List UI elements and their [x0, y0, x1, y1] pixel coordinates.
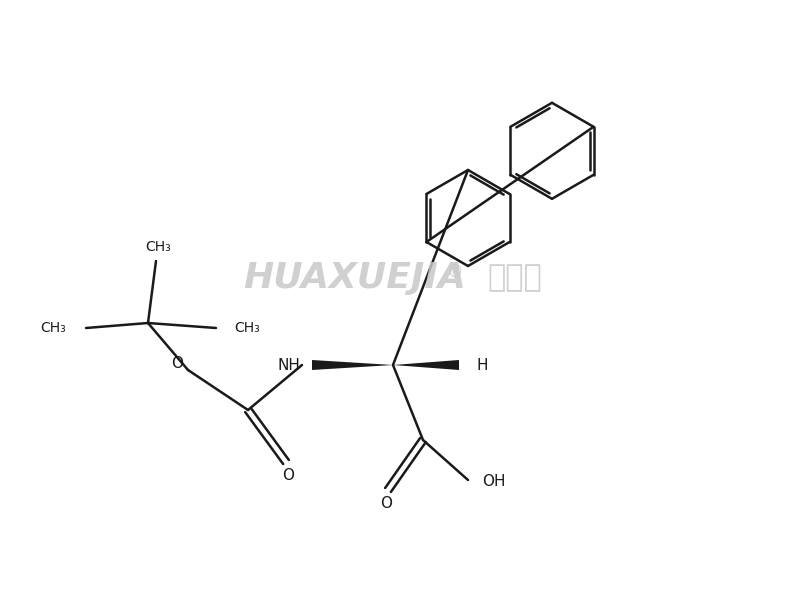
Text: O: O [282, 468, 294, 484]
Text: O: O [380, 497, 392, 511]
Text: OH: OH [482, 475, 506, 489]
Text: H: H [477, 358, 488, 372]
Text: CH₃: CH₃ [40, 321, 66, 335]
Polygon shape [393, 360, 459, 370]
Text: O: O [171, 356, 183, 372]
Text: NH: NH [277, 358, 300, 372]
Text: CH₃: CH₃ [234, 321, 260, 335]
Text: HUAXUEJIA: HUAXUEJIA [244, 261, 466, 295]
Text: CH₃: CH₃ [145, 240, 171, 254]
Text: ®: ® [447, 263, 463, 281]
Polygon shape [312, 360, 393, 370]
Text: 化学加: 化学加 [488, 263, 542, 293]
